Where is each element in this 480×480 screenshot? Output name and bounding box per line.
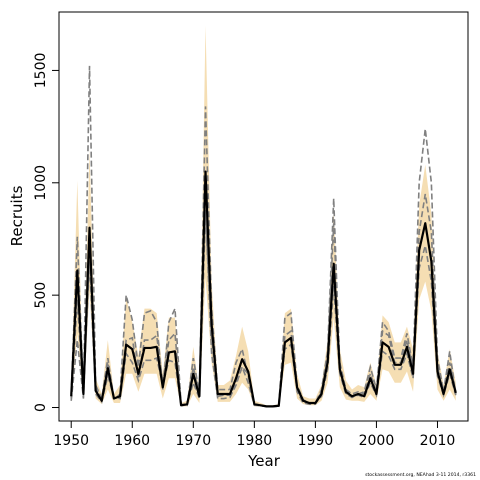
plot-frame — [58, 11, 469, 422]
y-tick-label: 1500 — [33, 53, 49, 89]
x-tick-label: 1960 — [114, 433, 150, 449]
y-tick-label: 1000 — [33, 165, 49, 201]
x-tick-label: 2010 — [420, 433, 456, 449]
x-tick-label: 1950 — [53, 433, 89, 449]
confidence-band-area — [71, 25, 456, 408]
x-tick-label: 1970 — [175, 433, 211, 449]
source-note: stockassessment.org, NEAhad 3-11 2014, r… — [365, 472, 476, 478]
y-tick-label: 0 — [33, 403, 49, 412]
estimate-line — [70, 170, 457, 408]
x-tick-label: 1980 — [237, 433, 273, 449]
estimate-series-line — [70, 170, 457, 408]
x-tick-label: 2000 — [359, 433, 395, 449]
confidence-band — [71, 25, 456, 408]
y-axis-title: Recruits — [8, 185, 26, 246]
x-tick-label: 1990 — [298, 433, 334, 449]
x-axis: 1950 1960 1970 1980 1990 2000 2010 — [53, 421, 455, 449]
y-tick-label: 500 — [33, 282, 49, 309]
y-axis: 0 500 1000 1500 — [33, 53, 59, 412]
x-axis-title: Year — [247, 452, 281, 470]
